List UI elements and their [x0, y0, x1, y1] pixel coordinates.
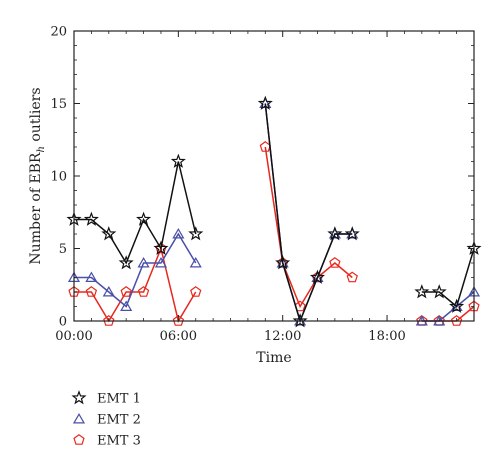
data-point [327, 226, 343, 241]
data-point [414, 284, 430, 299]
data-point [153, 240, 169, 255]
x-axis-title: Time [256, 350, 291, 366]
data-point [170, 153, 186, 168]
data-point [275, 255, 291, 270]
series-line [421, 248, 475, 308]
plot-series [66, 95, 482, 328]
data-point [172, 315, 184, 326]
data-point [120, 286, 132, 297]
series-line [74, 246, 197, 323]
data-point [431, 284, 447, 299]
series-line [421, 291, 475, 322]
y-tick-label: 0 [59, 315, 67, 330]
data-point [118, 255, 134, 270]
x-tick-label: 00:00 [55, 329, 92, 344]
x-tick-label: 12:00 [264, 329, 301, 344]
data-point [257, 95, 273, 110]
series-line [264, 103, 353, 324]
legend-label: EMT 1 [97, 392, 141, 407]
data-point [346, 271, 358, 283]
data-point [329, 257, 341, 268]
legend: EMT 1 EMT 2 EMT 3 [71, 390, 141, 449]
legend-marker [72, 412, 86, 424]
y-axis-title-main: Number of EBR [28, 152, 44, 265]
y-tick-label: 5 [59, 242, 67, 257]
y-axis-title: Number of EBRh outliers [28, 87, 47, 264]
data-point [190, 286, 202, 297]
data-point [188, 226, 204, 241]
x-axis: 00:00 06:00 12:00 18:00 [55, 31, 458, 344]
x-tick-label: 06:00 [160, 329, 197, 344]
y-tick-label: 15 [50, 97, 67, 112]
data-point [103, 315, 115, 326]
legend-label: EMT 3 [97, 434, 141, 449]
data-point [85, 286, 98, 297]
series-line [264, 146, 353, 309]
data-point [450, 315, 463, 326]
series-emt-1 [66, 95, 482, 328]
data-point [450, 300, 463, 311]
data-point [83, 211, 99, 226]
data-point [292, 313, 308, 328]
data-point [311, 271, 324, 282]
data-point [102, 286, 115, 297]
legend-marker [71, 390, 87, 405]
series-line [264, 103, 353, 324]
data-point [172, 228, 185, 239]
data-point [294, 300, 306, 312]
data-point [344, 226, 360, 241]
y-tick-label: 10 [50, 170, 67, 185]
data-point [276, 257, 289, 268]
legend-item-emt-2: EMT 2 [72, 412, 141, 428]
data-point [120, 300, 133, 311]
data-point [101, 226, 117, 241]
legend-item-emt-3: EMT 3 [73, 434, 141, 449]
data-point [136, 211, 152, 226]
y-axis-title-rest: outliers [28, 87, 44, 146]
series-line [74, 161, 197, 265]
series-line [74, 232, 197, 308]
data-point [189, 256, 202, 268]
y-tick-label: 20 [50, 25, 67, 40]
data-point [449, 298, 465, 313]
data-point [154, 257, 168, 268]
x-tick-label: 18:00 [368, 329, 405, 344]
data-point [309, 269, 326, 284]
y-axis-title-subscript: h [36, 146, 47, 152]
legend-marker [73, 434, 85, 445]
data-point [85, 271, 98, 282]
legend-item-emt-1: EMT 1 [71, 390, 141, 407]
y-axis: 0 5 10 15 20 [50, 25, 474, 330]
plot-frame [73, 30, 475, 322]
data-point [137, 286, 150, 297]
data-point [137, 257, 150, 268]
legend-label: EMT 2 [97, 413, 141, 428]
